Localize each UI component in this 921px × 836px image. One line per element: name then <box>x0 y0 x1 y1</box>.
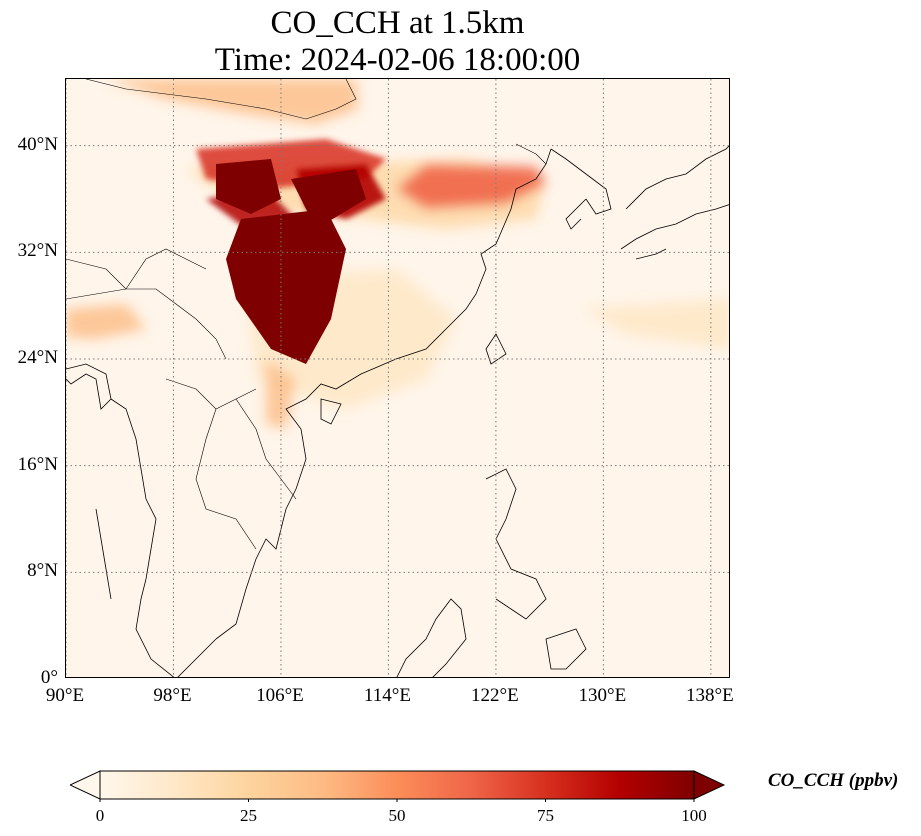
latitude-tick-label: 16°N <box>17 453 58 475</box>
latitude-tick-label: 32°N <box>17 240 58 262</box>
longitude-tick-label: 114°E <box>363 685 411 706</box>
latitude-tick-label: 8°N <box>27 560 58 582</box>
country-borders <box>66 79 547 550</box>
latitude-tick-label: 24°N <box>17 347 58 368</box>
colorbar-gradient <box>99 770 695 800</box>
colorbar-tick-label: 0 <box>95 806 105 825</box>
map-time-subtitle: Time: 2024-02-06 18:00:00 <box>214 42 581 78</box>
gridlines <box>66 79 729 677</box>
colorbar-tick-label: 50 <box>388 806 406 825</box>
longitude-tick-label: 106°E <box>256 685 304 706</box>
longitude-tick-label: 90°E <box>45 685 85 706</box>
latitude-tick-label: 0° <box>40 667 58 688</box>
longitude-tick-label: 138°E <box>685 685 734 706</box>
colorbar-label: CO_CCH (ppbv) <box>768 770 899 791</box>
co-concentration-field <box>66 79 729 429</box>
longitude-tick-label: 122°E <box>471 685 519 706</box>
colorbar-high-extend <box>693 770 726 800</box>
map-canvas <box>66 79 729 677</box>
coastlines <box>66 145 729 677</box>
colorbar-tick-label: 25 <box>240 806 257 825</box>
colorbar-low-extend <box>70 770 101 800</box>
map-title: CO_CCH at 1.5km <box>270 5 525 41</box>
colorbar-tick-label: 100 <box>681 806 707 825</box>
colorbar <box>70 770 726 802</box>
colorbar-tick-label: 75 <box>537 806 554 825</box>
latitude-tick-label: 40°N <box>17 133 58 155</box>
map-panel <box>65 78 730 678</box>
longitude-tick-label: 130°E <box>578 685 627 706</box>
longitude-tick-label: 98°E <box>153 685 192 706</box>
